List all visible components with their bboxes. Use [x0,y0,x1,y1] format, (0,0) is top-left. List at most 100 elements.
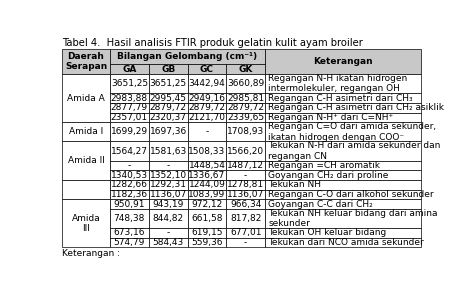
Text: 1699,29: 1699,29 [111,127,148,136]
Text: Amida I: Amida I [69,127,103,136]
Bar [265,199,421,209]
Bar [265,142,421,161]
Text: 2879,72: 2879,72 [150,103,187,112]
Bar [226,122,265,142]
Bar [226,180,265,190]
Bar [265,180,421,190]
Bar [187,161,226,170]
Bar [62,49,110,74]
Text: Tekukan NH keluar bidang dari amina
sekunder: Tekukan NH keluar bidang dari amina seku… [268,209,438,228]
Text: 2983,88: 2983,88 [111,94,148,103]
Bar [149,170,187,180]
Bar [187,74,226,93]
Text: Amida II: Amida II [67,156,105,165]
Text: Tekukan OH keluar bidang: Tekukan OH keluar bidang [268,229,386,238]
Text: 844,82: 844,82 [153,214,184,223]
Bar [110,113,149,122]
Text: 584,43: 584,43 [153,238,184,247]
Text: 673,16: 673,16 [114,229,145,238]
Bar [265,93,421,103]
Text: Regangan C-H asimetri dari CH₃: Regangan C-H asimetri dari CH₃ [268,94,413,103]
Bar [110,180,149,190]
Bar [110,190,149,199]
Text: 1340,53: 1340,53 [111,171,148,180]
Text: 559,36: 559,36 [191,238,223,247]
Bar [149,113,187,122]
Bar [226,170,265,180]
Bar [149,209,187,228]
Text: GA: GA [122,65,137,74]
Text: GC: GC [200,65,214,74]
Text: Keterangan: Keterangan [313,57,373,66]
Bar [110,170,149,180]
Text: 817,82: 817,82 [230,214,261,223]
Text: 2877,79: 2877,79 [111,103,148,112]
Bar [62,74,110,122]
Text: Keterangan :: Keterangan : [62,249,120,258]
Text: 748,38: 748,38 [114,214,145,223]
Bar [62,199,110,247]
Text: 1336,67: 1336,67 [188,171,226,180]
Text: Amida A: Amida A [67,94,105,103]
Bar [226,209,265,228]
Text: 1083,99: 1083,99 [188,190,226,199]
Text: 2121,70: 2121,70 [188,113,226,122]
Bar [187,238,226,247]
Bar [265,161,421,170]
Text: 966,34: 966,34 [230,200,261,209]
Bar [110,93,149,103]
Bar [187,228,226,238]
Text: Tekukan dari NCO amida sekunder: Tekukan dari NCO amida sekunder [268,238,424,247]
Bar [110,74,149,93]
Text: 2985,81: 2985,81 [227,94,264,103]
Bar [265,49,421,74]
Bar [149,228,187,238]
Bar [187,64,226,74]
Text: Amida
III: Amida III [72,213,100,233]
Bar [149,93,187,103]
Text: 2879,72: 2879,72 [188,103,226,112]
Bar [226,113,265,122]
Text: 943,19: 943,19 [153,200,184,209]
Bar [226,103,265,113]
Bar [149,74,187,93]
Text: Tekukan N-H dari amida sekunder dan
regangan CN: Tekukan N-H dari amida sekunder dan rega… [268,141,440,161]
Text: 3651,25: 3651,25 [111,79,148,88]
Bar [110,64,149,74]
Text: GK: GK [238,65,253,74]
Bar [149,238,187,247]
Text: -: - [244,171,247,180]
Bar [265,74,421,93]
Bar [226,238,265,247]
Bar [226,93,265,103]
Bar [265,113,421,122]
Text: 1278,81: 1278,81 [227,180,264,189]
Text: Regangan C=O dari amida sekunder,
ikatan hidrogen dengan COO⁻: Regangan C=O dari amida sekunder, ikatan… [268,122,436,142]
Text: 2357,01: 2357,01 [111,113,148,122]
Text: 1292,31: 1292,31 [150,180,187,189]
Bar [187,170,226,180]
Text: 1564,27: 1564,27 [111,146,148,155]
Bar [149,142,187,161]
Text: -: - [167,161,170,170]
Text: 3651,25: 3651,25 [150,79,187,88]
Text: 1566,20: 1566,20 [227,146,264,155]
Text: 2320,37: 2320,37 [150,113,187,122]
Text: 1487,12: 1487,12 [227,161,264,170]
Bar [226,161,265,170]
Bar [226,228,265,238]
Text: 1136,07: 1136,07 [227,190,264,199]
Text: 661,58: 661,58 [191,214,223,223]
Bar [226,74,265,93]
Bar [149,199,187,209]
Bar [187,142,226,161]
Text: 2879,72: 2879,72 [227,103,264,112]
Bar [187,103,226,113]
Bar [149,103,187,113]
Bar [62,142,110,180]
Bar [265,170,421,180]
Bar [265,103,421,113]
Bar [226,199,265,209]
Text: 1282,66: 1282,66 [111,180,148,189]
Bar [265,238,421,247]
